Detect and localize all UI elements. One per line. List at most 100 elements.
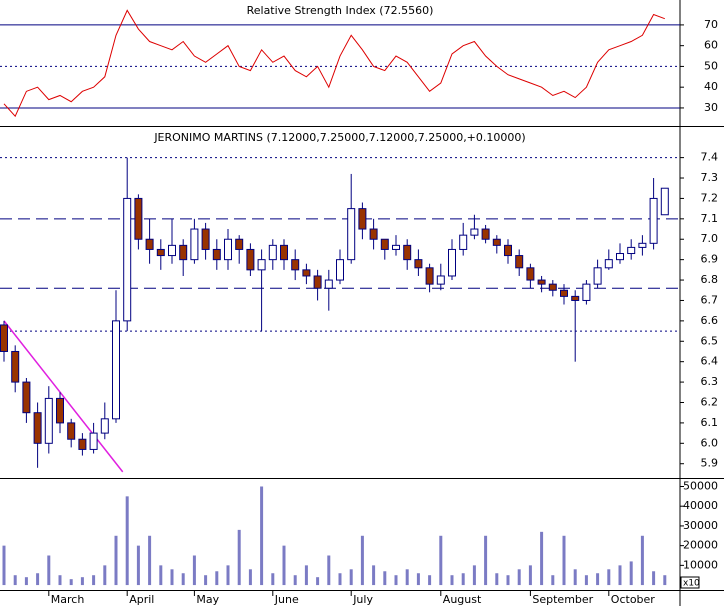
candle-body xyxy=(100,418,109,434)
y-tick-label: 6.2 xyxy=(701,395,719,408)
candle-body xyxy=(112,320,120,420)
volume-bar xyxy=(450,575,454,586)
candle-body xyxy=(324,279,333,289)
y-tick-label: 6.9 xyxy=(701,253,719,266)
y-tick-label: 7.4 xyxy=(701,151,719,164)
y-tick-label: 40 xyxy=(704,80,718,93)
candle-body xyxy=(190,228,199,261)
volume-bar xyxy=(2,545,6,586)
candle-body xyxy=(380,238,389,250)
volume-bar xyxy=(573,569,577,586)
volume-bar xyxy=(36,573,40,586)
x-tick-label: March xyxy=(51,593,85,606)
volume-bar xyxy=(92,575,96,586)
volume-bar xyxy=(103,565,107,586)
candle-body xyxy=(403,244,412,261)
volume-bar xyxy=(248,569,252,586)
volume-bar xyxy=(80,577,84,586)
candle-body xyxy=(560,289,568,297)
candle-body xyxy=(660,187,669,216)
y-tick-label: 7.2 xyxy=(701,191,719,204)
volume-bar xyxy=(618,565,622,586)
volume-bar xyxy=(517,569,521,586)
volume-bar xyxy=(596,573,600,586)
volume-bar xyxy=(360,535,364,586)
y-tick-label: 6.8 xyxy=(701,273,719,286)
y-tick-label: 6.6 xyxy=(701,314,719,327)
y-tick-label: 7.3 xyxy=(701,171,719,184)
volume-bar xyxy=(125,496,129,586)
y-tick-label: 6.5 xyxy=(701,334,719,347)
candle-body xyxy=(212,248,221,261)
x-tick-label: June xyxy=(274,593,299,606)
candle-body xyxy=(0,324,8,352)
candle-body xyxy=(44,397,53,444)
volume-bar xyxy=(383,571,387,586)
candle-body xyxy=(168,244,176,257)
rsi-title: Relative Strength Index (72.5560) xyxy=(247,4,434,17)
volume-bar xyxy=(652,571,656,586)
y-tick-label: 70 xyxy=(704,18,718,31)
y-tick-label: 10000 xyxy=(683,558,718,571)
candle-body xyxy=(604,259,613,269)
volume-bar xyxy=(282,545,286,586)
y-tick-label: 7.0 xyxy=(701,232,719,245)
volume-bar xyxy=(629,561,633,586)
candle-body xyxy=(291,259,300,271)
candle-body xyxy=(515,255,524,269)
candle-body xyxy=(537,279,546,285)
volume-bar xyxy=(472,565,476,586)
volume-bar xyxy=(338,573,342,586)
y-tick-label: 20000 xyxy=(683,539,718,552)
candle-body xyxy=(78,438,87,450)
volume-bar xyxy=(540,531,544,586)
y-tick-label: 6.7 xyxy=(701,293,719,306)
candle-body xyxy=(492,238,501,246)
candle-body xyxy=(526,267,535,281)
candle-body xyxy=(448,248,456,277)
candle-body xyxy=(470,228,479,236)
candle-body xyxy=(123,197,132,322)
volume-bar xyxy=(293,575,297,586)
x-tick-label: October xyxy=(611,593,655,606)
volume-bar xyxy=(495,573,499,586)
scale-box xyxy=(680,576,700,589)
candle-body xyxy=(336,259,344,281)
candle-body xyxy=(313,275,322,289)
volume-bar xyxy=(136,545,140,586)
y-tick-label: 50 xyxy=(704,59,718,72)
candle-body xyxy=(246,248,255,271)
candle-body xyxy=(145,238,154,250)
volume-bar xyxy=(237,529,241,586)
volume-bar xyxy=(215,571,219,586)
candle-body xyxy=(459,234,468,250)
y-tick-label: 60 xyxy=(704,39,718,52)
candle-body xyxy=(134,197,143,240)
candle-body xyxy=(224,238,232,261)
volume-bar xyxy=(304,565,308,586)
rsi-line xyxy=(3,9,665,118)
volume-scale-note: x10 xyxy=(683,579,700,589)
candle-body xyxy=(414,259,423,269)
volume-bar xyxy=(58,575,62,586)
volume-bar xyxy=(461,573,465,586)
volume-bar xyxy=(394,575,398,586)
volume-bar xyxy=(562,535,566,586)
volume-bar xyxy=(372,565,376,586)
candle-body xyxy=(638,242,647,248)
candle-body xyxy=(56,397,64,424)
candle-body xyxy=(179,244,188,261)
candle-body xyxy=(156,248,165,257)
candle-body xyxy=(89,432,98,450)
candle-body xyxy=(436,275,445,285)
volume-bar xyxy=(13,575,17,586)
candle-body xyxy=(235,238,244,250)
volume-bar xyxy=(271,573,275,586)
volume-bar xyxy=(181,573,185,586)
candle-body xyxy=(347,208,356,261)
volume-bar xyxy=(584,575,588,586)
y-tick-label: 30000 xyxy=(683,519,718,532)
candle-body xyxy=(268,244,277,261)
x-tick-label: May xyxy=(196,593,219,606)
